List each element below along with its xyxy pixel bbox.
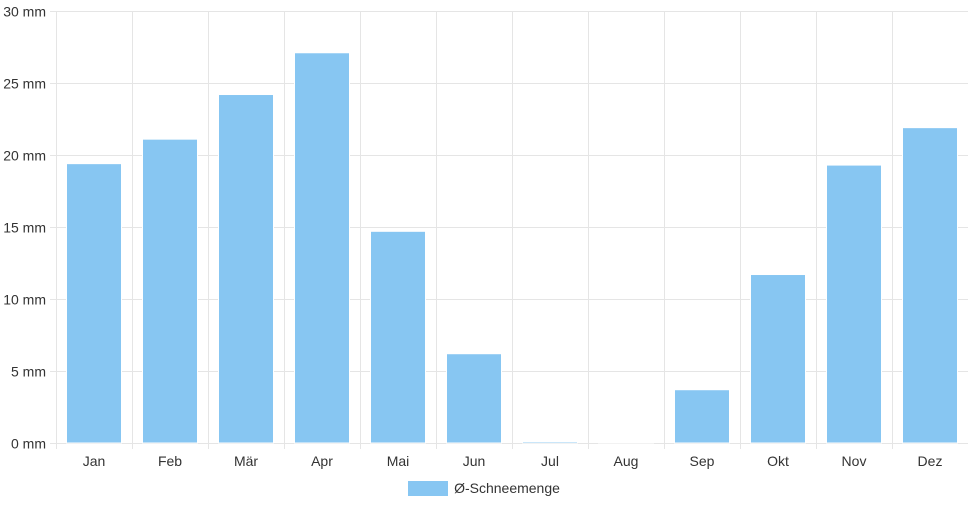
x-tick-label: Okt — [767, 453, 789, 469]
y-tick-label: 25 mm — [3, 76, 46, 92]
bar-jul[interactable] — [522, 441, 578, 444]
x-tick-label: Feb — [158, 453, 182, 469]
x-tick-label: Dez — [918, 453, 943, 469]
x-tick-label: Mai — [387, 453, 410, 469]
bar-apr[interactable] — [294, 52, 350, 444]
x-tick-label: Apr — [311, 453, 333, 469]
legend: Ø-Schneemenge — [0, 480, 968, 496]
y-tick-label: 0 mm — [11, 436, 46, 452]
axes: 0 mm 5 mm 10 mm 15 mm 20 mm 25 mm 30 mm Jan Feb M… — [3, 4, 942, 470]
y-tick-label: 5 mm — [11, 364, 46, 380]
bar-sep[interactable] — [674, 389, 730, 444]
bar-nov[interactable] — [826, 164, 882, 444]
x-tick-label: Sep — [690, 453, 715, 469]
bars — [66, 52, 958, 444]
x-tick-label: Jan — [83, 453, 106, 469]
legend-swatch — [408, 480, 449, 496]
bar-jun[interactable] — [446, 353, 502, 444]
grid-lines — [50, 11, 968, 449]
x-tick-label: Mär — [234, 453, 258, 469]
bar-mär[interactable] — [218, 94, 274, 444]
x-tick-label: Jun — [463, 453, 486, 469]
x-tick-label: Nov — [842, 453, 867, 469]
x-tick-label: Aug — [614, 453, 639, 469]
y-tick-label: 30 mm — [3, 4, 46, 20]
bar-dez[interactable] — [902, 127, 958, 444]
bar-mai[interactable] — [370, 230, 426, 444]
bar-aug[interactable] — [598, 441, 654, 444]
legend-label: Ø-Schneemenge — [454, 480, 560, 496]
bar-jan[interactable] — [66, 163, 122, 444]
y-tick-label: 10 mm — [3, 292, 46, 308]
bar-feb[interactable] — [142, 138, 198, 444]
x-tick-label: Jul — [541, 453, 559, 469]
bar-okt[interactable] — [750, 274, 806, 444]
y-tick-label: 15 mm — [3, 220, 46, 236]
y-tick-label: 20 mm — [3, 148, 46, 164]
